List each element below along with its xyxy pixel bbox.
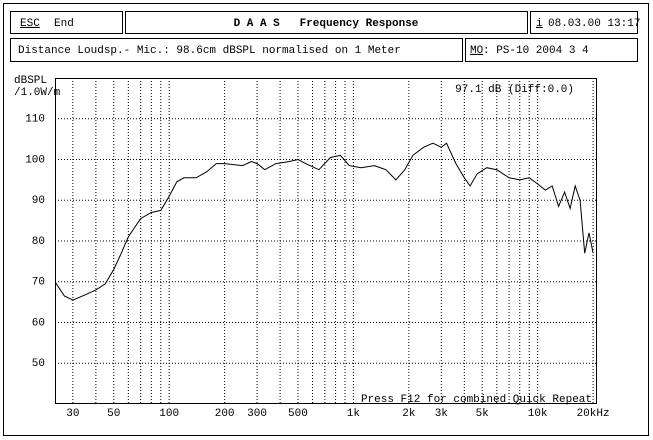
app-title: D A A S Frequency Response (234, 18, 419, 30)
y-tick-label: 100 (25, 154, 45, 166)
info-text: Distance Loudsp.- Mic.: 98.6cm dBSPL nor… (18, 45, 401, 57)
datetime: 08.03.00 13:17 (548, 18, 640, 30)
y-axis-label: /1.0W/m (14, 87, 61, 99)
y-tick-label: 70 (32, 277, 45, 289)
x-tick-label: 5k (476, 408, 490, 420)
annotation: 97.1 dB (Diff:0.0) (455, 84, 574, 96)
x-tick-label: 10k (528, 408, 548, 420)
x-tick-label: 30 (66, 408, 79, 420)
x-tick-label: 3k (435, 408, 449, 420)
x-tick-label: 2k (402, 408, 416, 420)
y-tick-label: 90 (32, 195, 45, 207)
model-box (465, 38, 638, 62)
response-curve (54, 142, 594, 301)
y-tick-label: 80 (32, 236, 45, 248)
y-tick-label: 110 (25, 114, 45, 126)
x-tick-label: 500 (288, 408, 308, 420)
esc-key[interactable]: ESC (20, 18, 40, 30)
footer-hint: Press F12 for combined Quick Repeat (361, 394, 592, 406)
y-axis-label: dBSPL (14, 75, 47, 87)
x-tick-label: 200 (215, 408, 235, 420)
model-text: : PS-10 2004 3 4 (483, 45, 589, 57)
date-box[interactable] (530, 11, 638, 34)
x-tick-label: 100 (159, 408, 179, 420)
end-label[interactable]: End (54, 18, 74, 30)
title-box (125, 11, 528, 34)
x-tick-label: 20kHz (577, 408, 610, 420)
x-tick-label: 300 (247, 408, 267, 420)
esc-box[interactable] (10, 11, 123, 34)
model-label: MO (470, 45, 484, 57)
y-tick-label: 50 (32, 358, 45, 370)
x-tick-label: 50 (107, 408, 120, 420)
info-icon[interactable]: i (536, 18, 543, 30)
info-box (10, 38, 463, 62)
x-tick-label: 1k (347, 408, 361, 420)
y-tick-label: 60 (32, 317, 45, 329)
